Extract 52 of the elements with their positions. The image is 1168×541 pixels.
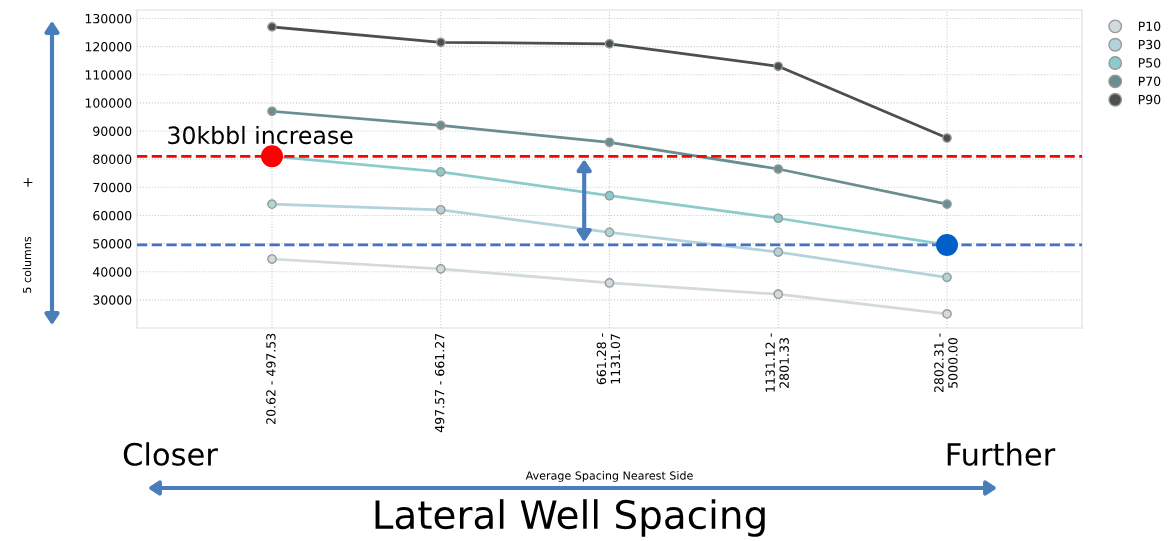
point bbox=[773, 289, 784, 300]
y-tick-label: 30000 bbox=[93, 295, 132, 305]
y-tick-label: 50000 bbox=[93, 239, 132, 249]
x-tick-label: 1131.12 - 2801.33 bbox=[765, 333, 789, 392]
legend-label: P90 bbox=[1138, 94, 1161, 105]
y-tick-label: 110000 bbox=[85, 70, 132, 80]
point bbox=[435, 264, 446, 274]
point bbox=[773, 61, 784, 72]
x-tick-label: 497.57 - 661.27 bbox=[434, 333, 445, 433]
point bbox=[267, 254, 277, 264]
text: Closer bbox=[123, 442, 218, 466]
point bbox=[942, 199, 952, 210]
y-tick-label: 70000 bbox=[93, 182, 132, 193]
text: Further bbox=[947, 442, 1056, 466]
point bbox=[435, 37, 446, 48]
point bbox=[942, 133, 952, 143]
legend-label: P30 bbox=[1138, 39, 1161, 50]
x-tick-label: 2802.31 - 5000.00 bbox=[934, 333, 958, 393]
point bbox=[267, 22, 277, 32]
point bbox=[435, 120, 446, 131]
y-tick-label: 130000 bbox=[85, 13, 132, 24]
point bbox=[773, 213, 784, 224]
point bbox=[435, 204, 446, 215]
point bbox=[604, 38, 615, 49]
point bbox=[261, 145, 283, 168]
y-tick-label: 120000 bbox=[85, 42, 132, 52]
point bbox=[604, 137, 615, 148]
point bbox=[604, 190, 615, 201]
point bbox=[773, 164, 784, 174]
legend-label: P10 bbox=[1138, 21, 1161, 31]
point bbox=[435, 166, 446, 177]
y-tick-label: 100000 bbox=[85, 98, 132, 108]
point bbox=[267, 106, 277, 117]
text: 5 columns bbox=[22, 236, 32, 293]
legend-label: P70 bbox=[1138, 76, 1161, 86]
point bbox=[942, 309, 952, 319]
point bbox=[773, 247, 784, 257]
point bbox=[942, 272, 952, 283]
y-tick-label: 90000 bbox=[93, 126, 132, 136]
x-tick-label: 20.62 - 497.53 bbox=[266, 333, 276, 424]
text: + bbox=[23, 178, 33, 187]
x-tick-label: 661.28 - 1131.07 bbox=[596, 333, 621, 385]
y-tick-label: 60000 bbox=[93, 210, 132, 221]
point bbox=[604, 278, 615, 288]
y-tick-label: 80000 bbox=[93, 154, 132, 165]
legend-label: P50 bbox=[1138, 58, 1161, 68]
x-axis-title: Average Spacing Nearest Side bbox=[525, 471, 693, 482]
y-tick-label: 40000 bbox=[92, 267, 132, 277]
text: Lateral Well Spacing bbox=[375, 499, 765, 537]
point bbox=[604, 227, 615, 238]
point bbox=[267, 199, 277, 210]
annotation: 30kbbl increase bbox=[168, 125, 353, 145]
